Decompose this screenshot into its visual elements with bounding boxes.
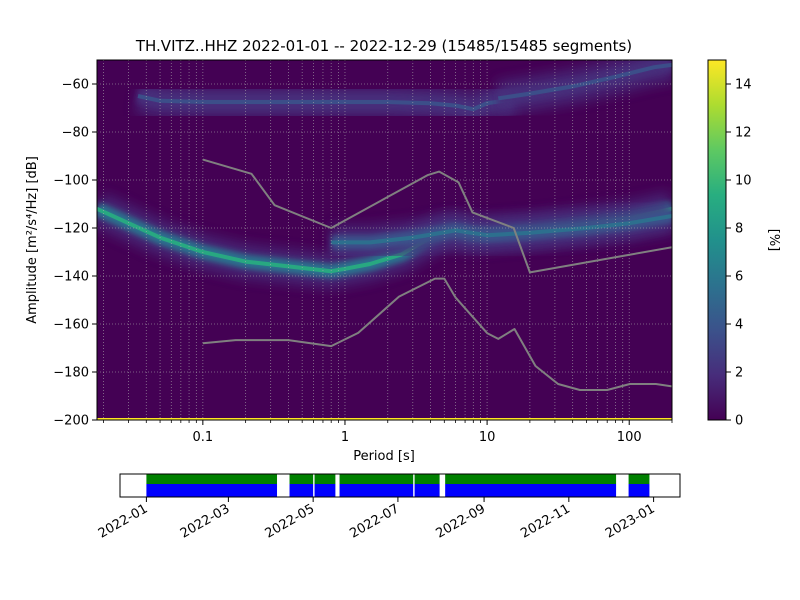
- coverage-data-bar: [445, 484, 617, 497]
- colorbar-tick-label: 10: [735, 174, 752, 189]
- chart-title: TH.VITZ..HHZ 2022-01-01 -- 2022-12-29 (1…: [135, 37, 632, 55]
- coverage-data-bar: [146, 484, 278, 497]
- colorbar: [707, 59, 727, 421]
- colorbar-tick-label: 8: [735, 222, 743, 237]
- coverage-data-bar: [289, 484, 314, 497]
- density-ridge-1: [331, 214, 672, 245]
- plot-frame: [96, 59, 673, 421]
- date-tick-label: 2022-01: [96, 501, 151, 541]
- coverage-quality-bar: [289, 474, 314, 484]
- date-tick-label: 2022-09: [434, 501, 489, 541]
- data-coverage-strip: 2022-01 2022-03 2022-05 2022-07 2022-09 2022-…: [96, 473, 681, 542]
- coverage-data-bar: [628, 484, 650, 497]
- colorbar-tick-label: 0: [735, 414, 743, 429]
- coverage-quality-bar: [314, 474, 336, 484]
- colorbar-tick-label: 12: [735, 126, 752, 141]
- y-tick-label: −200: [53, 414, 89, 429]
- y-tick-label: −80: [62, 126, 89, 141]
- psd-density: [97, 60, 672, 289]
- series-line-nlnm: [202, 277, 672, 391]
- coverage-data-bar: [314, 484, 336, 497]
- series-line-nhnm: [202, 158, 672, 274]
- y-tick-label: −180: [53, 366, 89, 381]
- axes: 0.1 1 10 100 −60 −80 −100 −120 −140 −160 −180 −200: [53, 78, 673, 445]
- colorbar-tick-label: 2: [735, 366, 743, 381]
- coverage-quality-bar: [146, 474, 278, 484]
- date-tick-label: 2022-07: [347, 501, 402, 541]
- coverage-quality-bar: [445, 474, 617, 484]
- coverage-quality-bar: [628, 474, 650, 484]
- density-ridge-2: [137, 94, 513, 112]
- coverage-data-bar: [339, 484, 414, 497]
- x-tick-label: 0.1: [193, 430, 214, 445]
- coverage-frame: [119, 473, 681, 498]
- colorbar-tick-label: 6: [735, 270, 743, 285]
- colorbar-label: [%]: [766, 229, 781, 252]
- x-tick-label: 10: [479, 430, 496, 445]
- y-tick-label: −160: [53, 318, 89, 333]
- coverage-data-bar: [414, 484, 440, 497]
- y-tick-label: −120: [53, 222, 89, 237]
- noise-models: [202, 158, 672, 391]
- grid-lines: [97, 60, 672, 420]
- x-axis-label: Period [s]: [353, 449, 415, 464]
- y-tick-label: −60: [62, 78, 89, 93]
- colorbar-tick-label: 14: [735, 78, 752, 93]
- colorbar-tick-label: 4: [735, 318, 743, 333]
- date-tick-label: 2022-05: [263, 501, 318, 541]
- density-ridge-3: [497, 62, 672, 101]
- y-tick-label: −140: [53, 270, 89, 285]
- date-tick-label: 2023-01: [603, 501, 658, 541]
- x-tick-label: 100: [617, 430, 642, 445]
- coverage-quality-bar: [339, 474, 414, 484]
- x-tick-label: 1: [341, 430, 349, 445]
- y-axis-label: Amplitude [m²/s⁴/Hz] [dB]: [25, 156, 40, 324]
- y-tick-label: −100: [53, 174, 89, 189]
- date-tick-label: 2022-03: [178, 501, 233, 541]
- coverage-quality-bar: [414, 474, 440, 484]
- colorbar-ticks: 0 2 4 6 8 10 12 14: [726, 78, 752, 429]
- date-tick-label: 2022-11: [518, 501, 573, 541]
